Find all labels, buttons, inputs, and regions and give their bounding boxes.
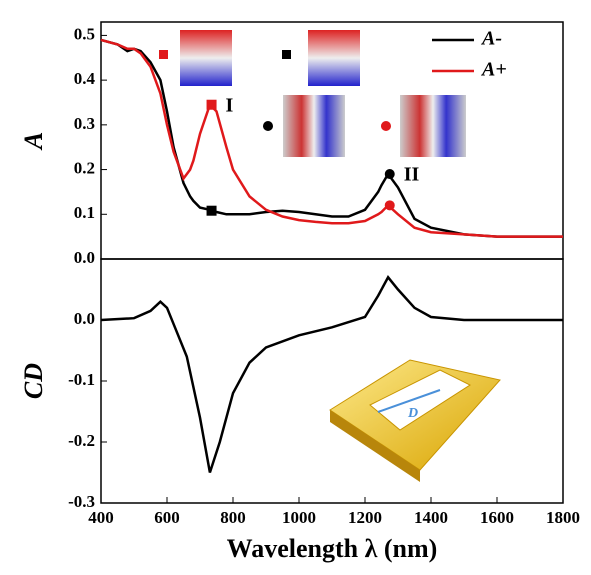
inset	[180, 30, 232, 86]
y-tick-label: 0.0	[74, 248, 95, 267]
x-tick-label: 1200	[348, 508, 382, 527]
inset	[400, 95, 466, 157]
y-axis-label: A	[19, 132, 48, 151]
y-tick-label: 0.5	[74, 24, 95, 43]
slot	[369, 369, 472, 431]
marker	[206, 99, 217, 110]
x-tick-label: 1400	[414, 508, 448, 527]
x-tick-label: 600	[154, 508, 180, 527]
legend-label: A-	[480, 28, 502, 50]
marker	[384, 169, 395, 180]
x-tick-label: 1000	[282, 508, 316, 527]
x-tick-label: 1800	[546, 508, 580, 527]
inset-marker	[381, 121, 391, 131]
y-tick-label: 0.1	[74, 203, 95, 222]
y-tick-label: 0.2	[74, 158, 95, 177]
y-tick-label: -0.2	[68, 431, 95, 450]
series-line	[100, 38, 563, 238]
y-tick-label: 0.3	[74, 114, 95, 133]
y-axis-label: CD	[19, 363, 48, 399]
marker	[384, 200, 395, 211]
annotation: D	[407, 406, 418, 421]
marker	[206, 205, 217, 216]
x-axis-label: Wavelength λ (nm)	[227, 534, 438, 563]
plate-side	[330, 410, 420, 482]
point-label: II	[404, 164, 420, 186]
inset	[308, 30, 360, 86]
structure-inset: D	[329, 359, 501, 482]
point-label: I	[226, 94, 234, 116]
inset-marker	[159, 50, 168, 59]
y-tick-label: -0.1	[68, 370, 95, 389]
legend-label: A+	[480, 59, 507, 81]
d-arrow	[377, 389, 441, 413]
inset-marker	[263, 121, 273, 131]
field-insets	[159, 30, 466, 157]
series-line	[100, 38, 563, 238]
y-tick-label: -0.3	[68, 492, 95, 511]
series-line	[100, 275, 563, 473]
inset-marker	[282, 50, 291, 59]
x-tick-label: 1600	[480, 508, 514, 527]
y-tick-label: 0.4	[74, 69, 96, 88]
y-tick-label: 0.0	[74, 309, 95, 328]
x-tick-label: 400	[88, 508, 114, 527]
inset	[283, 95, 345, 157]
x-tick-label: 800	[220, 508, 246, 527]
